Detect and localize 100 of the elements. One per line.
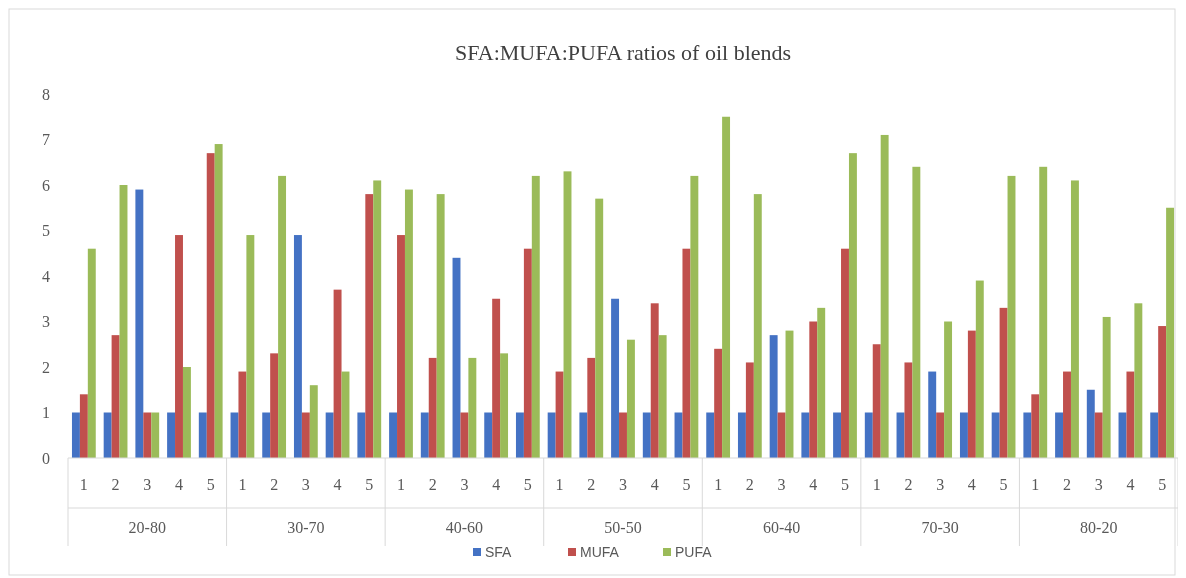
x-tick-label: 3 — [936, 476, 945, 493]
bar — [500, 353, 509, 458]
bar — [737, 412, 746, 458]
bar — [1086, 389, 1095, 458]
bar — [175, 235, 183, 458]
bar — [238, 371, 247, 458]
x-tick-label: 3 — [619, 476, 627, 493]
x-tick-label: 2 — [111, 476, 120, 493]
chart-title: SFA:MUFA:PUFA ratios of oil blends — [454, 40, 792, 65]
bar — [167, 412, 176, 458]
text: 60-40 — [762, 519, 801, 536]
bar — [1023, 412, 1032, 458]
bar — [262, 412, 271, 458]
x-tick-label: 3 — [301, 476, 310, 493]
bar — [214, 144, 223, 458]
bar — [301, 412, 310, 458]
y-tick-label: 8 — [42, 85, 50, 103]
x-tick-label: 4 — [967, 476, 976, 493]
bar — [397, 235, 405, 458]
bar — [1158, 326, 1167, 458]
bar — [753, 194, 762, 458]
bar — [1134, 303, 1143, 458]
bar — [650, 303, 659, 458]
bar — [547, 412, 556, 458]
bar — [436, 194, 445, 458]
bar — [912, 166, 921, 458]
bar — [1055, 412, 1064, 458]
bar — [991, 412, 1000, 458]
x-tick-label: 4 — [650, 476, 659, 493]
x-tick-label: 4 — [333, 476, 342, 493]
y-tick-label: 7 — [42, 131, 50, 149]
x-tick-label: 1 — [872, 476, 881, 493]
x-tick-label: 2 — [587, 476, 596, 493]
x-tick-label: 1 — [1031, 476, 1040, 493]
bar — [626, 339, 635, 458]
bar — [103, 412, 112, 458]
bar — [246, 235, 255, 458]
y-tick-label: 0 — [42, 449, 50, 467]
bar — [182, 367, 191, 458]
bar — [460, 412, 469, 458]
bar — [769, 335, 778, 458]
y-tick-label: 1 — [42, 404, 50, 422]
x-tick-label: 1 — [238, 476, 247, 493]
bar — [428, 357, 437, 458]
bar — [841, 248, 849, 458]
bar — [135, 189, 144, 458]
bar — [619, 412, 627, 458]
bar — [595, 198, 604, 458]
bar — [111, 335, 120, 458]
bar — [864, 412, 873, 458]
bar — [515, 412, 524, 458]
bar — [143, 412, 152, 458]
x-tick-label: 3 — [1094, 476, 1103, 493]
bar — [801, 412, 810, 458]
bar — [959, 412, 968, 458]
bar — [1102, 316, 1111, 458]
bar — [817, 307, 826, 458]
bar — [944, 321, 953, 458]
bar — [325, 412, 334, 458]
bar — [484, 412, 493, 458]
bar — [389, 412, 398, 458]
text: 30-70 — [287, 519, 325, 536]
x-tick-label: 2 — [745, 476, 754, 493]
x-tick-label: 1 — [79, 476, 88, 493]
bar — [468, 357, 477, 458]
x-tick-label: 5 — [523, 476, 532, 493]
x-tick-label: 5 — [1158, 476, 1167, 493]
bar — [904, 362, 913, 458]
bar — [1150, 412, 1159, 458]
bar — [880, 134, 889, 458]
bar — [928, 371, 937, 458]
text: 40-60 — [445, 519, 484, 536]
bar — [1063, 371, 1071, 458]
bar — [365, 194, 374, 458]
y-tick-label: 3 — [42, 313, 50, 331]
x-tick-label: 5 — [682, 476, 691, 493]
bar — [999, 307, 1008, 458]
bar — [1094, 412, 1103, 458]
bar — [722, 116, 731, 458]
x-tick-label: 2 — [1063, 476, 1071, 493]
bar — [658, 335, 667, 458]
x-tick-label: 1 — [714, 476, 723, 493]
bar — [975, 280, 984, 458]
bar — [1039, 166, 1048, 458]
bar — [198, 412, 207, 458]
bar — [690, 175, 699, 458]
bar — [611, 298, 620, 458]
bar — [333, 289, 342, 458]
y-tick-label: 4 — [42, 267, 50, 285]
y-tick-label: 6 — [42, 176, 50, 194]
bar — [1126, 371, 1135, 458]
bar — [848, 153, 857, 458]
bar — [1031, 394, 1040, 458]
bar — [293, 235, 302, 458]
bar — [967, 330, 976, 458]
bar — [1070, 180, 1079, 458]
x-tick-label: 5 — [206, 476, 215, 493]
bar — [309, 385, 318, 458]
bar — [79, 394, 88, 458]
bar — [404, 189, 413, 458]
